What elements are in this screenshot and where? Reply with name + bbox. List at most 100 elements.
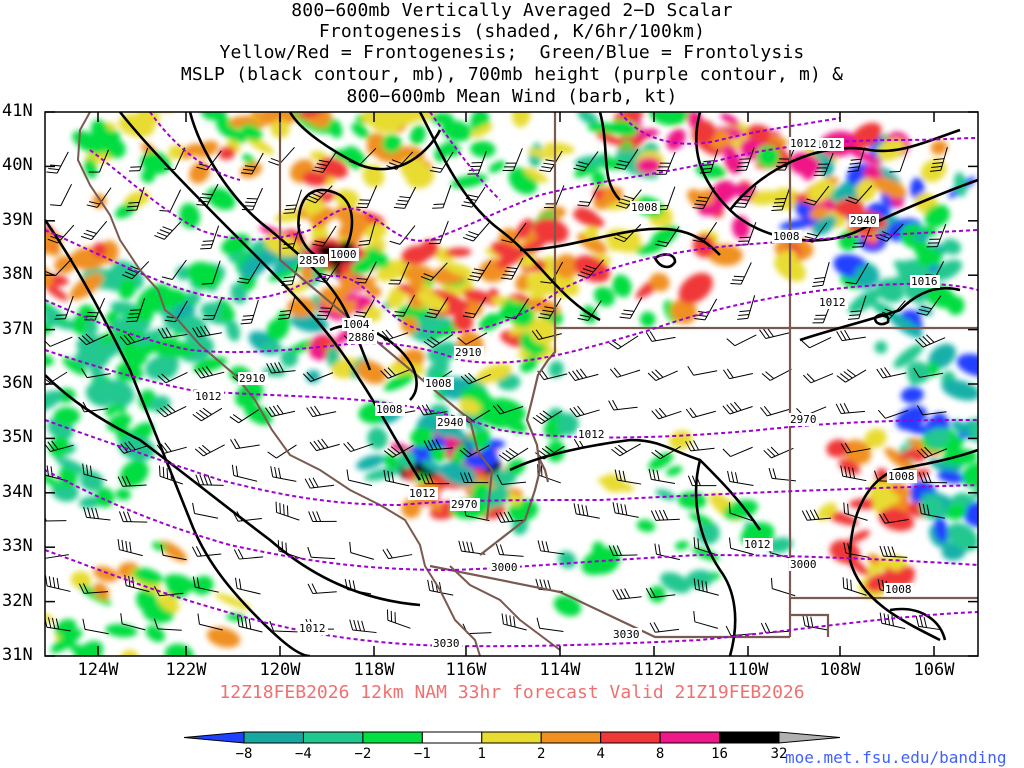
wind-barb — [759, 327, 790, 339]
wind-barb — [614, 149, 639, 170]
wind-barb — [308, 511, 337, 522]
frontogenesis-cell — [928, 343, 956, 369]
frontogenesis-cell — [206, 187, 236, 211]
wind-barb — [879, 545, 908, 558]
frontogenesis-cell — [688, 512, 713, 526]
wind-barb — [307, 583, 337, 595]
wind-barb — [651, 407, 682, 420]
wind-barb — [915, 615, 943, 631]
wind-barb — [302, 371, 334, 382]
colorbar-bin — [243, 731, 304, 744]
frontogenesis-cell — [906, 361, 930, 384]
wind-barb — [237, 615, 263, 633]
frontogenesis-cell — [85, 321, 98, 335]
colorbar-label: −8 — [235, 746, 253, 762]
frontogenesis-cell — [290, 313, 329, 333]
colorbar-bin — [362, 731, 423, 744]
wind-barb — [648, 468, 676, 484]
height-label-box — [436, 416, 466, 429]
contour-labels: 1012100010041008100810121012100810121012… — [194, 137, 940, 650]
wind-barb — [82, 463, 108, 481]
height-label-box — [238, 372, 268, 385]
height-label: 3030 — [433, 637, 460, 650]
wind-barb — [382, 548, 413, 560]
frontogenesis-cell — [410, 427, 434, 448]
frontogenesis-cell — [305, 369, 321, 384]
frontogenesis-cell — [720, 113, 740, 127]
mslp-label: 1012 — [790, 137, 817, 150]
frontogenesis-cell — [242, 153, 256, 166]
source-url[interactable]: moe.met.fsu.edu/banding — [785, 748, 1007, 767]
wind-barb — [614, 469, 642, 485]
frontogenesis-cell — [856, 178, 877, 202]
wind-barb — [45, 575, 71, 592]
lat-label: 35N — [2, 427, 33, 448]
lat-label: 34N — [2, 481, 33, 502]
wind-barb — [393, 186, 417, 209]
colorbar-label: 8 — [655, 746, 665, 762]
wind-barb — [801, 509, 832, 521]
mslp-label-box — [298, 622, 328, 635]
wind-barb — [424, 297, 449, 319]
frontogenesis-cell — [930, 140, 948, 155]
frontogenesis-cell — [890, 481, 912, 498]
height-label: 3030 — [613, 628, 640, 641]
wind-barb — [420, 262, 448, 281]
wind-barb — [269, 620, 298, 633]
frontogenesis-cell — [934, 517, 949, 542]
frontogenesis-cell — [524, 167, 549, 183]
frontogenesis-cell — [947, 522, 978, 552]
frontogenesis-cell — [403, 265, 434, 282]
mslp-label: 1016 — [911, 275, 938, 288]
frontogenesis-cell — [809, 206, 828, 220]
frontogenesis-cell — [937, 470, 964, 484]
frontogenesis-cell — [79, 584, 112, 606]
frontogenesis-cell — [218, 146, 236, 160]
wind-barb — [611, 443, 641, 457]
wind-barb — [685, 407, 716, 419]
frontogenesis-cell — [445, 247, 472, 257]
height-label: 2940 — [850, 214, 877, 227]
wind-barb — [268, 146, 295, 166]
wind-barb — [835, 403, 866, 415]
frontogenesis-cell — [971, 487, 978, 499]
lat-label: 41N — [2, 101, 33, 121]
wind-barb — [616, 189, 642, 209]
frontogenesis-cell — [45, 354, 54, 367]
frontogenesis-cell — [365, 247, 390, 268]
frontogenesis-cell — [226, 320, 241, 342]
wind-barb — [78, 333, 109, 346]
wind-barb — [117, 538, 143, 557]
wind-barb — [78, 583, 109, 594]
wind-barb — [649, 622, 680, 633]
colorbar-label: 16 — [711, 746, 728, 762]
mslp-label-box — [194, 390, 224, 403]
lon-label: 122W — [165, 660, 207, 680]
frontogenesis-cell — [367, 427, 388, 450]
height-label: 2970 — [790, 413, 817, 426]
frontogenesis-cell — [262, 367, 287, 377]
wind-barb — [728, 502, 753, 522]
wind-barb — [432, 185, 452, 209]
frontogenesis-cell — [516, 218, 534, 240]
wind-barb — [467, 260, 492, 282]
frontogenesis-cell — [400, 316, 419, 334]
frontogenesis-cell — [240, 123, 263, 141]
height-label: 2940 — [437, 416, 464, 429]
frontogenesis-cell — [444, 262, 474, 277]
frontogenesis-cell — [553, 595, 582, 617]
colorbar-bin — [659, 731, 721, 744]
wind-barb — [157, 327, 188, 339]
wind-barb — [307, 546, 336, 560]
frontogenesis-cell — [925, 427, 951, 448]
frontogenesis-cell — [45, 472, 62, 489]
wind-barb — [309, 438, 340, 452]
mslp-label: 1008 — [631, 201, 658, 214]
frontogenesis-cell — [310, 211, 331, 228]
frontogenesis-cell — [158, 593, 180, 613]
mslp-label-box — [630, 201, 660, 214]
wind-barb — [356, 185, 378, 209]
mslp-label: 1012 — [409, 487, 436, 500]
frontogenesis-cell — [298, 112, 324, 119]
